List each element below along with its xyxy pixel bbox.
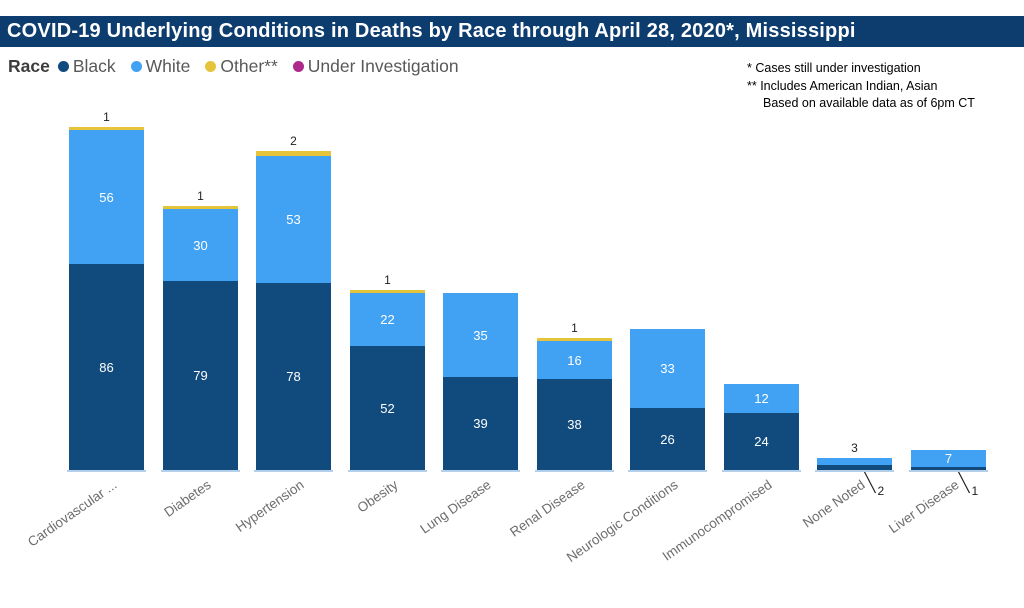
- above-bar-value-label: 1: [103, 110, 110, 124]
- bar-segment-white[interactable]: [350, 293, 425, 346]
- footnotes: * Cases still under investigation ** Incl…: [747, 60, 1007, 113]
- x-axis-label: Obesity: [353, 477, 401, 516]
- bar-segment-black[interactable]: [537, 379, 612, 470]
- above-bar-value-label: 3: [851, 441, 858, 455]
- bar-segment-black[interactable]: [724, 413, 799, 470]
- report-title: COVID-19 Underlying Conditions in Deaths…: [7, 20, 856, 42]
- bar-segment-white[interactable]: [163, 209, 238, 281]
- bar-segment-white[interactable]: [256, 156, 331, 283]
- bar-segment-black[interactable]: [256, 283, 331, 470]
- x-axis-label: Hypertension: [232, 477, 307, 535]
- above-bar-value-label: 1: [197, 189, 204, 203]
- bar-segment-white[interactable]: [69, 130, 144, 264]
- bar-segment-white[interactable]: [817, 458, 892, 465]
- x-axis-label: Liver Disease: [885, 477, 962, 537]
- bar-segment-other-[interactable]: [537, 338, 612, 341]
- legend-title: Race: [8, 55, 50, 76]
- bar-segment-black[interactable]: [911, 467, 986, 470]
- legend-dot-icon: [205, 60, 217, 72]
- bar-segment-white[interactable]: [443, 293, 518, 377]
- bar-segment-other-[interactable]: [350, 290, 425, 293]
- bar-baseline-strip: [348, 470, 427, 472]
- footnote-line: ** Includes American Indian, Asian: [747, 78, 938, 93]
- x-axis-label: Diabetes: [160, 477, 214, 520]
- bar-baseline-strip: [441, 470, 520, 472]
- bar-baseline-strip: [535, 470, 614, 472]
- bar-segment-white[interactable]: [537, 341, 612, 379]
- bar-baseline-strip: [67, 470, 146, 472]
- legend-dot-icon: [130, 60, 142, 72]
- bar-baseline-strip: [161, 470, 240, 472]
- x-axis-label: Lung Disease: [416, 477, 494, 537]
- bar-segment-black[interactable]: [817, 465, 892, 470]
- bar-baseline-strip: [815, 470, 894, 472]
- bar-baseline-strip: [909, 470, 988, 472]
- footnote-line: * Cases still under investigation: [747, 61, 921, 75]
- legend-item-black[interactable]: Black: [57, 55, 116, 77]
- bar-segment-black[interactable]: [69, 264, 144, 470]
- report-title-bar: COVID-19 Underlying Conditions in Deaths…: [0, 16, 1024, 47]
- bar-segment-white[interactable]: [630, 329, 705, 408]
- x-axis-label: Immunocompromised: [659, 477, 775, 564]
- x-axis-label: None Noted: [799, 477, 868, 531]
- bar-baseline-strip: [254, 470, 333, 472]
- bar-segment-other-[interactable]: [256, 151, 331, 156]
- bar-segment-white[interactable]: [911, 450, 986, 467]
- above-bar-value-label: 2: [290, 134, 297, 148]
- above-bar-value-label: 1: [384, 273, 391, 287]
- x-axis-label: Cardiovascular ...: [24, 477, 120, 550]
- bar-segment-black[interactable]: [350, 346, 425, 470]
- race-legend: Race Black White Other** Under Investigatio…: [8, 53, 474, 79]
- bar-segment-black[interactable]: [163, 281, 238, 470]
- legend-items: Black White Other** Under Investigation: [57, 55, 474, 77]
- bar-segment-black[interactable]: [630, 408, 705, 470]
- bar-segment-other-[interactable]: [69, 127, 144, 130]
- legend-item-label: White: [145, 55, 191, 76]
- legend-item-under-investigation[interactable]: Under Investigation: [292, 55, 459, 77]
- legend-dot-icon: [292, 60, 304, 72]
- footnote-line: Based on available data as of 6pm CT: [763, 96, 975, 110]
- bar-baseline-strip: [722, 470, 801, 472]
- legend-item-label: Other**: [220, 55, 278, 76]
- bar-segment-white[interactable]: [724, 384, 799, 413]
- legend-item-white[interactable]: White: [130, 55, 191, 77]
- bar-segment-other-[interactable]: [163, 206, 238, 209]
- bar-baseline-strip: [628, 470, 707, 472]
- bar-segment-black[interactable]: [443, 377, 518, 470]
- x-axis-label: Renal Disease: [506, 477, 588, 540]
- legend-item-label: Black: [72, 55, 116, 76]
- above-bar-value-label: 1: [571, 321, 578, 335]
- legend-item-other-[interactable]: Other**: [205, 55, 278, 77]
- x-axis-label: Neurologic Conditions: [563, 477, 681, 566]
- legend-item-label: Under Investigation: [307, 55, 459, 76]
- callout-value-label: 1: [971, 484, 979, 498]
- callout-value-label: 2: [877, 484, 885, 498]
- legend-dot-icon: [57, 60, 69, 72]
